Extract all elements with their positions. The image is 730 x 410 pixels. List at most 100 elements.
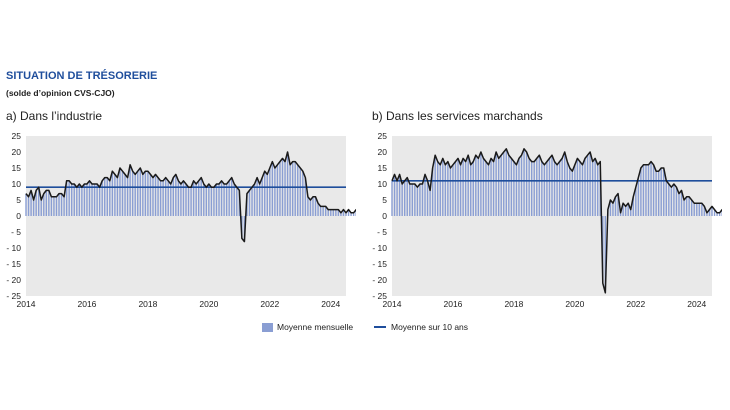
- bar: [175, 174, 177, 216]
- bar: [505, 148, 507, 216]
- bar: [190, 187, 192, 216]
- bar: [660, 168, 662, 216]
- bar: [470, 164, 472, 216]
- bar: [195, 184, 197, 216]
- bar: [594, 158, 596, 216]
- bar: [614, 196, 617, 216]
- bar: [464, 161, 467, 216]
- bar: [233, 184, 235, 216]
- bar: [324, 206, 327, 216]
- bar: [355, 209, 356, 216]
- bar: [518, 158, 520, 216]
- y-tick-label: - 25: [6, 291, 21, 301]
- bar: [78, 184, 81, 216]
- bar: [581, 164, 584, 216]
- bar: [713, 209, 716, 216]
- bar: [680, 190, 683, 216]
- bar: [721, 209, 722, 216]
- bar: [487, 164, 490, 216]
- bar: [429, 190, 431, 216]
- bar: [670, 187, 673, 216]
- bar: [291, 161, 294, 216]
- bar: [317, 203, 319, 216]
- bar: [200, 177, 202, 216]
- bar: [558, 161, 561, 216]
- bar: [345, 212, 347, 216]
- bar: [58, 193, 60, 216]
- bar: [134, 174, 136, 216]
- bar: [673, 184, 675, 216]
- bar: [167, 180, 169, 216]
- x-tick-label: 2024: [687, 299, 706, 309]
- bar: [96, 184, 98, 216]
- bar: [431, 168, 434, 216]
- bar: [401, 184, 403, 216]
- legend-item-average: Moyenne sur 10 ans: [374, 322, 468, 332]
- bar: [576, 158, 579, 216]
- bar: [170, 184, 172, 216]
- bar: [655, 171, 657, 216]
- bar: [546, 161, 548, 216]
- bar: [447, 161, 449, 216]
- x-tick-label: 2024: [321, 299, 340, 309]
- y-tick-label: - 5: [377, 227, 387, 237]
- bar: [564, 152, 566, 216]
- bar: [668, 184, 670, 216]
- bar: [330, 209, 332, 216]
- bar: [701, 203, 703, 216]
- bar: [157, 177, 159, 216]
- bar: [510, 158, 513, 216]
- bar: [647, 164, 650, 216]
- bar: [63, 196, 65, 216]
- bar: [304, 177, 307, 216]
- y-tick-label: 25: [12, 131, 22, 141]
- bar: [68, 180, 70, 216]
- bar: [60, 193, 63, 216]
- bar: [630, 209, 632, 216]
- bar: [495, 152, 497, 216]
- bar: [467, 155, 469, 216]
- bar: [48, 190, 50, 216]
- bar: [652, 164, 655, 216]
- bar: [452, 164, 454, 216]
- bar: [523, 148, 525, 216]
- bar: [228, 180, 230, 216]
- bar: [404, 180, 406, 216]
- bar: [419, 184, 421, 216]
- bar: [472, 161, 474, 216]
- bar: [675, 187, 678, 216]
- bar: [449, 168, 452, 216]
- bar: [665, 180, 667, 216]
- bar: [261, 177, 263, 216]
- bar: [185, 184, 187, 216]
- bar: [258, 184, 261, 216]
- bar: [335, 209, 337, 216]
- bar: [101, 180, 103, 216]
- bar: [663, 168, 665, 216]
- bar: [551, 155, 553, 216]
- bar: [340, 212, 342, 216]
- bar: [88, 180, 91, 216]
- bar: [337, 209, 340, 216]
- bar: [482, 158, 485, 216]
- bar: [548, 158, 551, 216]
- y-tick-label: 5: [382, 195, 387, 205]
- bar: [716, 212, 718, 216]
- bar: [503, 152, 505, 216]
- bar: [111, 171, 114, 216]
- bar: [65, 180, 68, 216]
- bar: [352, 212, 355, 216]
- bar: [279, 161, 281, 216]
- bar: [678, 193, 680, 216]
- bar: [650, 161, 652, 216]
- bar: [98, 187, 101, 216]
- bar: [198, 180, 200, 216]
- bar: [543, 164, 546, 216]
- monthly-line: [25, 151, 356, 243]
- bar: [114, 174, 116, 216]
- legend-average-label: Moyenne sur 10 ans: [391, 322, 469, 332]
- bar: [561, 158, 563, 216]
- bar: [416, 187, 419, 216]
- bar: [73, 184, 75, 216]
- bar: [508, 155, 510, 216]
